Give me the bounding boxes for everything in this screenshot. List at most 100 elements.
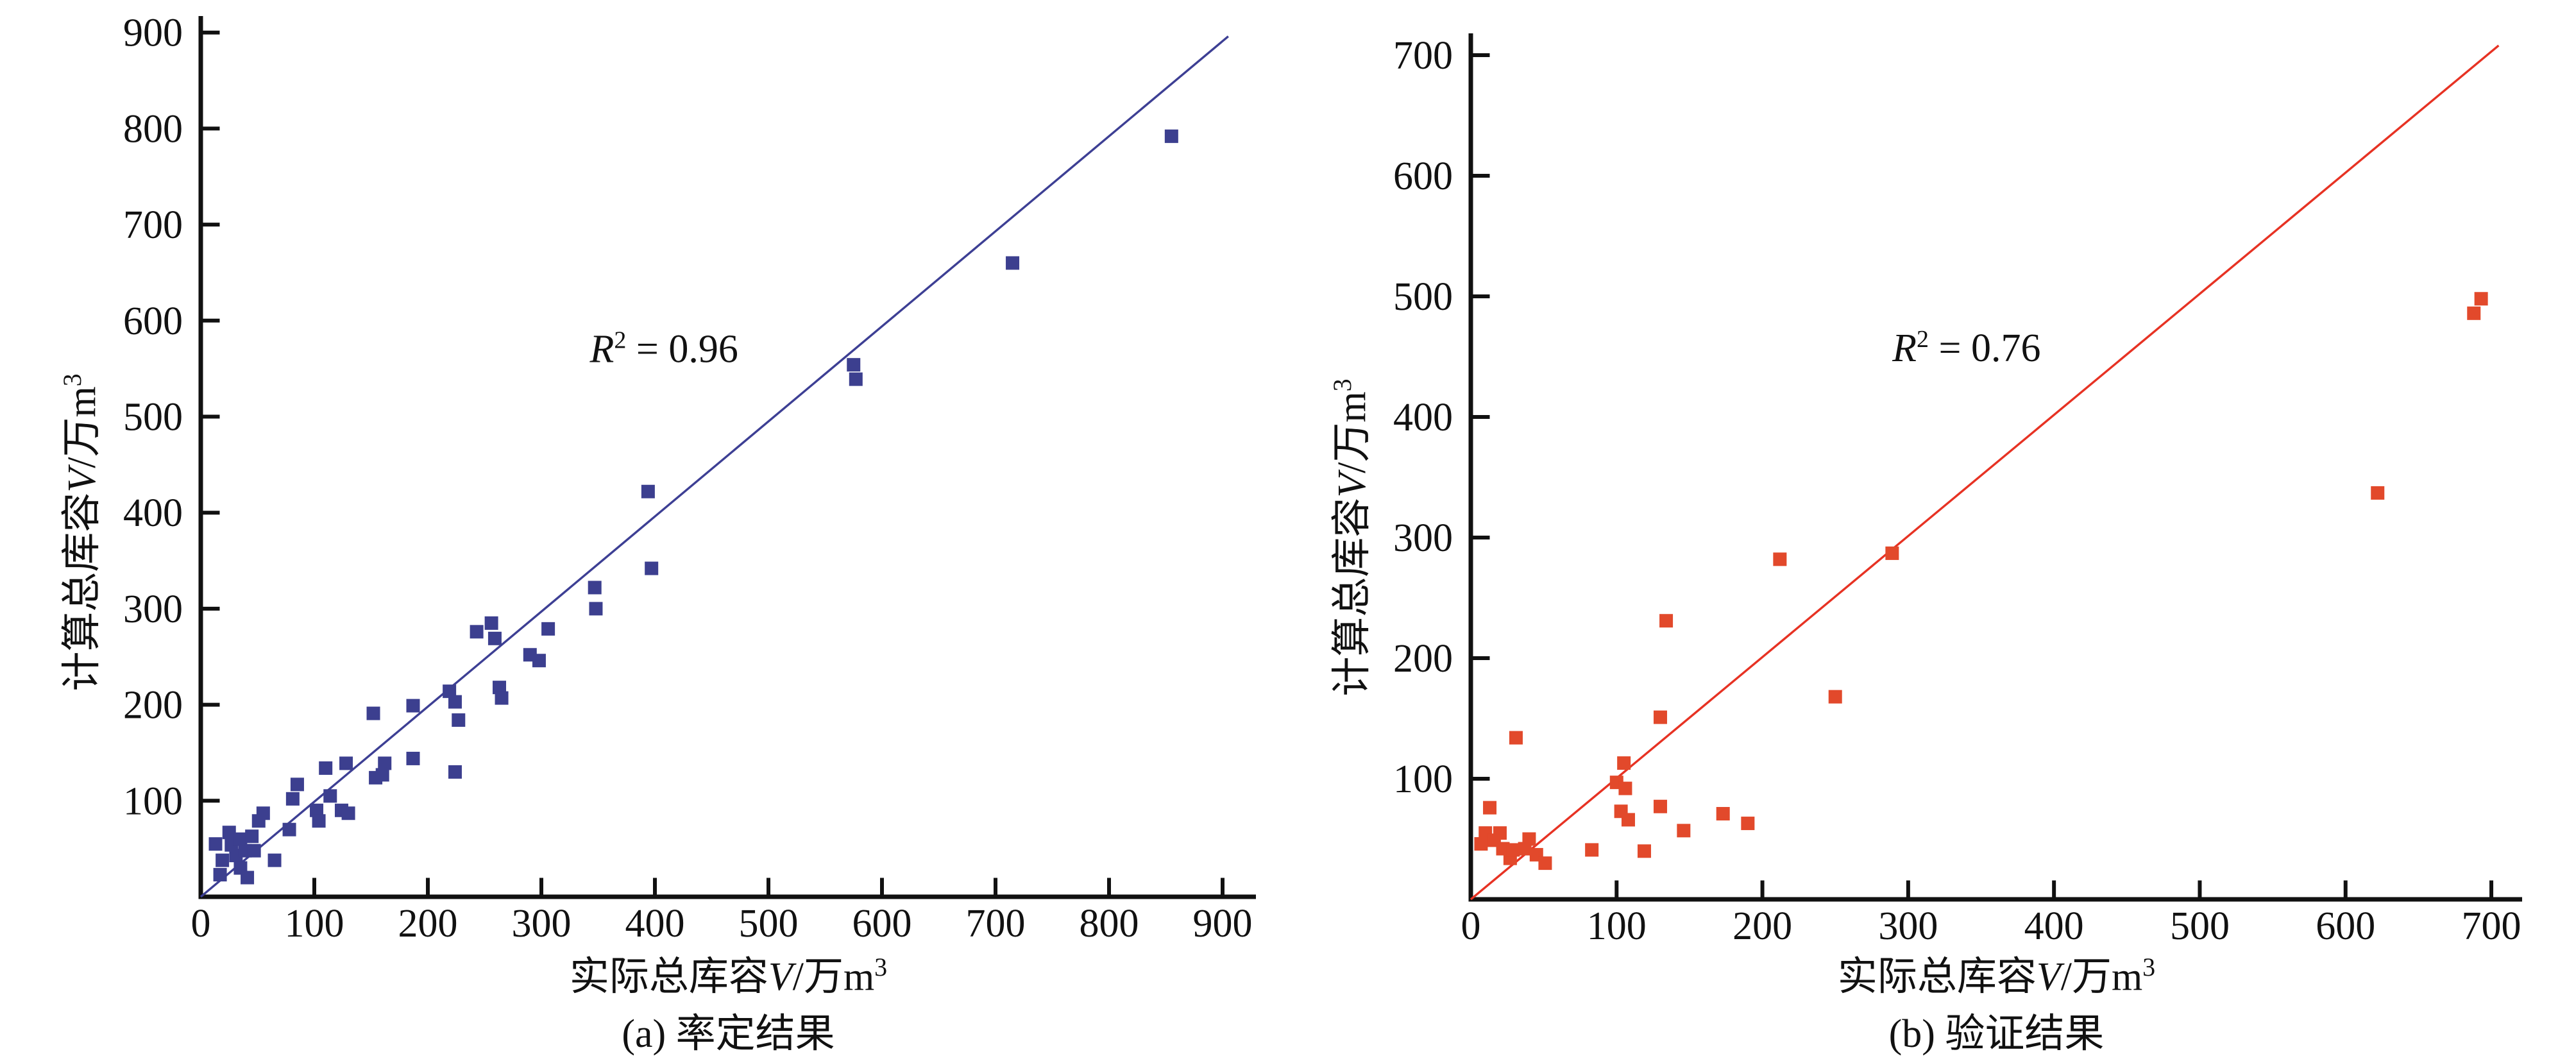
- data-point: [452, 713, 466, 727]
- x-axis-title-unit: /万m: [793, 955, 874, 999]
- x-tick-label: 600: [852, 902, 912, 946]
- data-point: [406, 699, 420, 713]
- x-tick-label: 200: [1733, 904, 1792, 948]
- y-axis-title-prefix: 计算总库容: [60, 493, 104, 692]
- x-axis-title-superscript: 3: [874, 953, 887, 981]
- y-tick-label: 300: [1393, 516, 1453, 560]
- data-point: [1716, 807, 1730, 821]
- data-point: [484, 616, 498, 630]
- data-point: [366, 706, 380, 720]
- data-point: [1493, 826, 1507, 840]
- data-point: [847, 358, 861, 372]
- data-point: [290, 777, 304, 792]
- data-point: [339, 756, 353, 770]
- data-point: [233, 832, 248, 846]
- y-axis-title: 计算总库容V/万m3: [58, 373, 104, 691]
- data-point: [448, 695, 462, 709]
- r-squared-value: = 0.96: [626, 328, 738, 371]
- data-point: [375, 768, 389, 782]
- r-squared-variable: R: [1892, 327, 1917, 370]
- r-squared-annotation: R2 = 0.96: [589, 327, 738, 371]
- y-tick-label: 500: [123, 396, 183, 439]
- data-point: [443, 684, 457, 699]
- data-point: [282, 822, 296, 836]
- data-point: [1677, 824, 1691, 838]
- data-point: [1653, 799, 1667, 813]
- x-axis-title-variable: V: [2037, 955, 2065, 999]
- data-point: [213, 868, 227, 882]
- data-point: [1506, 843, 1520, 857]
- x-axis-title: 实际总库容V/万m3: [1838, 953, 2155, 999]
- data-point: [493, 681, 507, 695]
- x-tick-label: 400: [625, 902, 685, 946]
- data-point: [1538, 856, 1552, 870]
- y-tick-label: 200: [1393, 637, 1453, 681]
- y-tick-label: 700: [123, 203, 183, 247]
- y-tick-label: 100: [123, 779, 183, 823]
- data-point: [588, 581, 602, 595]
- subplot-caption: (b) 验证结果: [1889, 1012, 2105, 1056]
- y-tick-label: 800: [123, 107, 183, 151]
- data-point: [2371, 486, 2385, 500]
- data-point: [241, 870, 255, 885]
- data-point: [1483, 801, 1497, 815]
- data-point: [1828, 690, 1842, 704]
- data-points: [208, 129, 1178, 885]
- x-tick-label: 0: [191, 902, 211, 946]
- data-point: [319, 761, 333, 775]
- data-point: [222, 826, 236, 840]
- data-point: [1637, 844, 1651, 858]
- data-point: [2474, 292, 2488, 306]
- data-point: [1617, 756, 1631, 770]
- data-points: [1474, 292, 2488, 870]
- data-point: [267, 853, 282, 867]
- y-tick-label: 100: [1393, 758, 1453, 801]
- y-tick-label: 300: [123, 588, 183, 631]
- x-tick-label: 300: [512, 902, 572, 946]
- r-squared-exponent: 2: [614, 327, 626, 354]
- y-axis-title-prefix: 计算总库容: [1330, 498, 1374, 697]
- r-squared-value: = 0.76: [1929, 327, 2040, 370]
- data-point: [285, 792, 300, 806]
- y-tick-label: 600: [123, 300, 183, 343]
- y-axis-title-superscript: 3: [1328, 378, 1357, 391]
- data-point: [1522, 832, 1536, 846]
- x-tick-label: 900: [1193, 902, 1253, 946]
- data-point: [406, 751, 420, 765]
- y-axis-title-unit: /万m: [1330, 391, 1374, 473]
- data-point: [1621, 813, 1635, 827]
- data-point: [323, 789, 337, 803]
- data-point: [495, 691, 509, 705]
- data-point: [310, 803, 324, 817]
- x-tick-label: 700: [2462, 904, 2521, 948]
- y-axis-title-variable: V: [60, 464, 104, 493]
- data-point: [1653, 710, 1667, 724]
- data-point: [378, 756, 392, 770]
- data-point: [256, 806, 270, 820]
- x-tick-label: 600: [2316, 904, 2375, 948]
- x-tick-label: 400: [2024, 904, 2084, 948]
- plot-a: 0 100 200 300 400 500 600 700 800 900 100 200 300 400…: [58, 12, 1256, 1056]
- subplot-caption: (a) 率定结果: [622, 1012, 835, 1056]
- x-axis-title-variable: V: [768, 955, 797, 999]
- data-point: [2467, 306, 2481, 320]
- data-point: [312, 814, 326, 828]
- data-point: [341, 806, 355, 820]
- data-point: [1006, 256, 1020, 270]
- y-tick-label: 600: [1393, 155, 1453, 198]
- data-point: [1741, 817, 1755, 831]
- data-point: [641, 484, 655, 498]
- y-axis-title-variable: V: [1330, 470, 1374, 498]
- x-axis-title-superscript: 3: [2142, 953, 2155, 981]
- data-point: [247, 844, 261, 858]
- r-squared-exponent: 2: [1917, 326, 1929, 353]
- fit-line: [199, 35, 1229, 898]
- x-axis-title-prefix: 实际总库容: [570, 955, 768, 999]
- x-tick-label: 800: [1080, 902, 1139, 946]
- y-tick-label: 400: [1393, 396, 1453, 439]
- data-point: [1618, 781, 1632, 795]
- data-point: [1885, 546, 1899, 560]
- data-point: [1509, 731, 1523, 745]
